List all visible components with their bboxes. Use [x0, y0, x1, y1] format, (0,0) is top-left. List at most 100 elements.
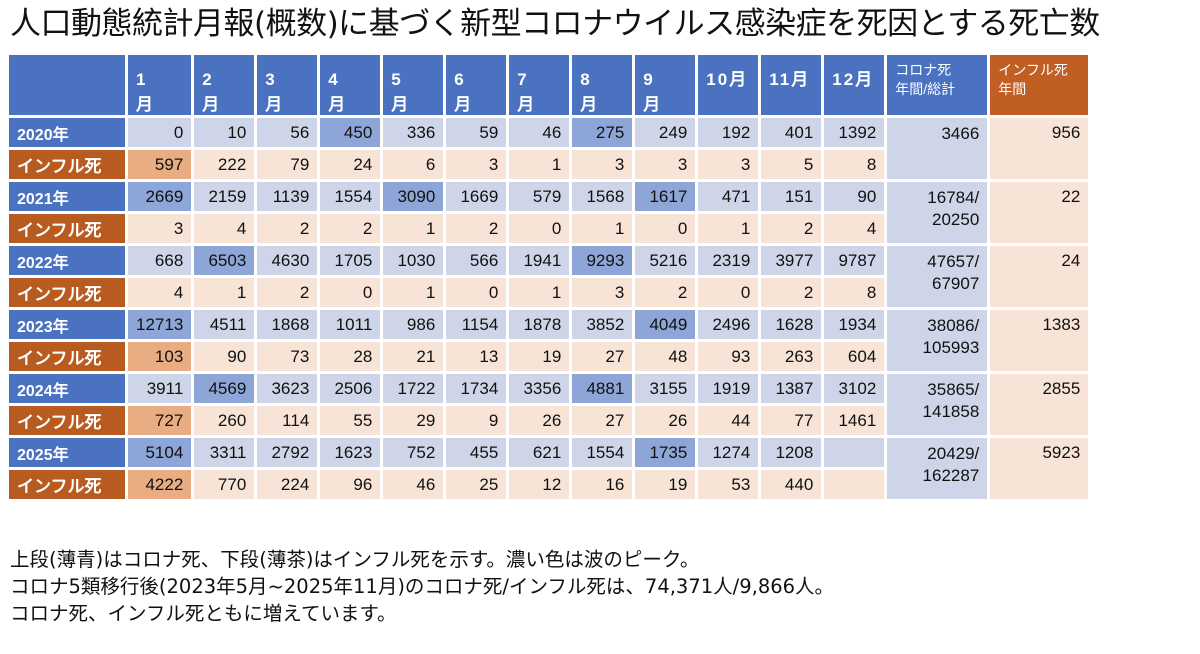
year-label: 2022年 — [9, 246, 125, 275]
corona-cell: 3911 — [128, 374, 192, 403]
header-flu-total-line1: インフル死 — [998, 62, 1068, 78]
header-month-7: 7 月 — [509, 55, 570, 115]
corona-cell: 1274 — [698, 438, 759, 467]
corona-row: 2022年 668 6503 4630 1705 1030 566 1941 9293 5216 2… — [9, 246, 1089, 307]
flu-cell: 25 — [446, 470, 507, 499]
flu-cell: 6 — [383, 150, 444, 179]
flu-annual-cell: 22 — [990, 182, 1089, 243]
corona-cell: 566 — [446, 246, 507, 275]
flu-row: インフル死 3 4 2 2 1 2 0 1 0 1 2 4 — [9, 214, 1088, 243]
corona-annual: 38086/ — [927, 316, 980, 335]
flu-cell: 5 — [761, 150, 822, 179]
corona-cell: 401 — [761, 118, 822, 147]
year-label: 2020年 — [9, 118, 125, 147]
corona-cell: 1705 — [320, 246, 381, 275]
note-line-2: コロナ5類移行後(2023年5月~2025年11月)のコロナ死/インフル死は、7… — [10, 575, 835, 598]
flu-cell: 4 — [194, 214, 255, 243]
flu-cell: 2 — [257, 214, 318, 243]
flu-label: インフル死 — [9, 342, 125, 371]
flu-cell: 8 — [824, 150, 885, 179]
corona-cell: 1722 — [383, 374, 444, 403]
corona-cell: 1568 — [572, 182, 633, 211]
corona-cell: 1387 — [761, 374, 822, 403]
corona-cell: 3102 — [824, 374, 885, 403]
corona-row: 2021年 2669 2159 1139 1554 3090 1669 579 1568 1617… — [9, 182, 1089, 243]
flu-cell: 2 — [257, 278, 318, 307]
flu-cell: 2 — [761, 214, 822, 243]
corona-cell: 579 — [509, 182, 570, 211]
corona-cell: 2506 — [320, 374, 381, 403]
flu-cell: 3 — [635, 150, 696, 179]
flu-peak-cell: 597 — [128, 150, 192, 179]
year-label: 2023年 — [9, 310, 125, 339]
corona-annual: 47657/ — [927, 252, 980, 271]
flu-cell: 26 — [509, 406, 570, 435]
flu-cell: 73 — [257, 342, 318, 371]
flu-cell: 2 — [761, 278, 822, 307]
corona-peak-cell: 2669 — [128, 182, 192, 211]
corona-cell: 10 — [194, 118, 255, 147]
corona-cell: 986 — [383, 310, 444, 339]
flu-annual-cell: 2855 — [990, 374, 1089, 435]
flu-cell: 55 — [320, 406, 381, 435]
corona-row: 2023年 12713 4511 1868 1011 986 1154 1878 3852 404… — [9, 310, 1089, 371]
flu-annual-cell: 5923 — [990, 438, 1089, 499]
corona-cell: 2792 — [257, 438, 318, 467]
flu-row: インフル死 727 260 114 55 29 9 26 27 26 44 77 1461 — [9, 406, 1088, 435]
flu-annual-cell: 24 — [990, 246, 1089, 307]
corona-cell: 56 — [257, 118, 318, 147]
corona-cell: 1669 — [446, 182, 507, 211]
flu-cell: 21 — [383, 342, 444, 371]
corona-total-cell: 47657/67907 — [887, 246, 988, 307]
flu-cell: 0 — [698, 278, 759, 307]
corona-peak-cell: 3090 — [383, 182, 444, 211]
header-corona-total-line1: コロナ死 — [895, 62, 952, 78]
corona-cell: 3155 — [635, 374, 696, 403]
header-flu-total: インフル死 年間 — [990, 55, 1089, 115]
corona-peak-cell: 1735 — [635, 438, 696, 467]
corona-cumulative: 20250 — [932, 210, 980, 229]
year-label: 2021年 — [9, 182, 125, 211]
corona-annual: 3466 — [941, 124, 980, 143]
corona-total-cell: 35865/141858 — [887, 374, 988, 435]
corona-cell: 1919 — [698, 374, 759, 403]
flu-cell: 93 — [698, 342, 759, 371]
corona-peak-cell: 450 — [320, 118, 381, 147]
flu-cell — [824, 470, 885, 499]
corona-cell: 192 — [698, 118, 759, 147]
corona-cell: 59 — [446, 118, 507, 147]
corona-cell: 471 — [698, 182, 759, 211]
flu-cell: 224 — [257, 470, 318, 499]
header-corner — [9, 55, 125, 115]
flu-cell: 46 — [383, 470, 444, 499]
corona-cell: 4511 — [194, 310, 255, 339]
corona-cell: 1628 — [761, 310, 822, 339]
flu-row: インフル死 103 90 73 28 21 13 19 27 48 93 263 604 — [9, 342, 1088, 371]
flu-cell: 440 — [761, 470, 822, 499]
flu-peak-cell: 103 — [128, 342, 192, 371]
flu-cell: 1 — [383, 278, 444, 307]
year-label: 2025年 — [9, 438, 125, 467]
corona-cell: 4630 — [257, 246, 318, 275]
corona-row: 2020年 0 10 56 450 336 59 46 275 249 192 401 1392 3466… — [9, 118, 1089, 179]
flu-cell: 1 — [509, 150, 570, 179]
corona-total-cell: 3466 — [887, 118, 988, 179]
flu-cell: 48 — [635, 342, 696, 371]
flu-cell: 0 — [509, 214, 570, 243]
corona-cell: 1554 — [320, 182, 381, 211]
corona-cumulative: 67907 — [932, 274, 980, 293]
flu-label: インフル死 — [9, 214, 125, 243]
corona-cell: 3311 — [194, 438, 255, 467]
corona-cell: 5216 — [635, 246, 696, 275]
notes: 上段(薄青)はコロナ死、下段(薄茶)はインフル死を示す。濃い色は波のピーク。 コ… — [10, 546, 834, 627]
flu-cell: 12 — [509, 470, 570, 499]
header-corona-total-line2: 年間/総計 — [895, 81, 956, 97]
corona-cell: 1868 — [257, 310, 318, 339]
corona-cell: 151 — [761, 182, 822, 211]
flu-cell: 44 — [698, 406, 759, 435]
corona-total-cell: 38086/105993 — [887, 310, 988, 371]
corona-cell: 668 — [128, 246, 192, 275]
corona-cell: 455 — [446, 438, 507, 467]
header-month-10: 10月 — [698, 55, 759, 115]
corona-cumulative: 141858 — [922, 402, 980, 421]
